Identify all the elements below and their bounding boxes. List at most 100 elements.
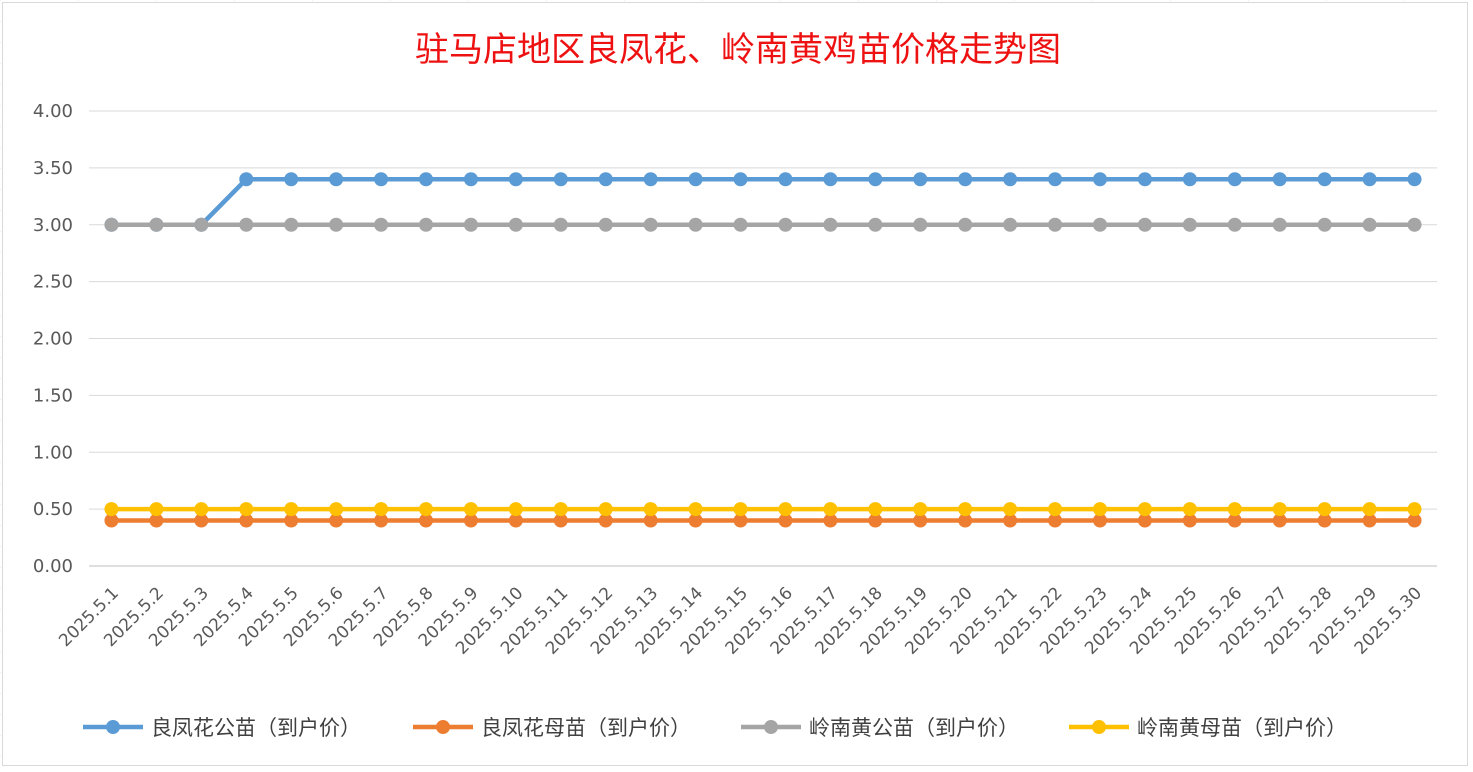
data-point[interactable]	[194, 217, 209, 232]
data-point[interactable]	[1227, 513, 1242, 528]
data-point[interactable]	[1362, 172, 1377, 187]
data-point[interactable]	[374, 172, 389, 187]
data-point[interactable]	[598, 502, 613, 517]
data-point[interactable]	[1227, 217, 1242, 232]
data-point[interactable]	[688, 172, 703, 187]
data-point[interactable]	[104, 217, 119, 232]
data-point[interactable]	[913, 217, 928, 232]
data-point[interactable]	[239, 502, 254, 517]
data-point[interactable]	[419, 217, 433, 232]
legend-item[interactable]: 岭南黄公苗（到户价）	[741, 716, 1019, 740]
data-point[interactable]	[1317, 172, 1332, 187]
data-point[interactable]	[329, 172, 344, 187]
data-point[interactable]	[778, 513, 793, 528]
data-point[interactable]	[194, 513, 209, 528]
data-point[interactable]	[1407, 502, 1422, 517]
data-point[interactable]	[643, 217, 658, 232]
data-point[interactable]	[643, 513, 658, 528]
data-point[interactable]	[1137, 172, 1152, 187]
data-point[interactable]	[1272, 217, 1287, 232]
data-point[interactable]	[239, 513, 254, 528]
legend-item[interactable]: 良凤花公苗（到户价）	[83, 716, 361, 740]
data-point[interactable]	[329, 502, 344, 517]
data-point[interactable]	[1093, 513, 1107, 528]
data-point[interactable]	[643, 172, 658, 187]
legend-item[interactable]: 良凤花母苗（到户价）	[413, 716, 691, 740]
data-point[interactable]	[1317, 513, 1332, 528]
data-point[interactable]	[688, 513, 703, 528]
data-point[interactable]	[149, 513, 164, 528]
data-point[interactable]	[598, 513, 613, 528]
series-3[interactable]	[104, 217, 1422, 232]
data-point[interactable]	[778, 502, 793, 517]
series-2[interactable]	[104, 513, 1422, 528]
data-point[interactable]	[823, 513, 838, 528]
data-point[interactable]	[419, 513, 433, 528]
data-point[interactable]	[913, 502, 928, 517]
data-point[interactable]	[284, 217, 299, 232]
data-point[interactable]	[1227, 172, 1242, 187]
series-4[interactable]	[104, 502, 1422, 517]
data-point[interactable]	[1362, 217, 1377, 232]
data-point[interactable]	[1137, 513, 1152, 528]
data-point[interactable]	[553, 217, 568, 232]
data-point[interactable]	[1272, 513, 1287, 528]
data-point[interactable]	[958, 513, 973, 528]
data-point[interactable]	[823, 217, 838, 232]
data-point[interactable]	[1182, 217, 1197, 232]
data-point[interactable]	[284, 172, 299, 187]
series-lines[interactable]	[104, 172, 1422, 528]
data-point[interactable]	[733, 217, 748, 232]
data-point[interactable]	[239, 217, 254, 232]
data-point[interactable]	[374, 217, 389, 232]
data-point[interactable]	[1137, 502, 1152, 517]
data-point[interactable]	[104, 502, 119, 517]
data-point[interactable]	[823, 172, 838, 187]
data-point[interactable]	[868, 217, 883, 232]
data-point[interactable]	[1048, 502, 1063, 517]
data-point[interactable]	[463, 172, 478, 187]
series-line[interactable]	[111, 177, 1415, 227]
data-point[interactable]	[733, 513, 748, 528]
data-point[interactable]	[913, 513, 928, 528]
data-point[interactable]	[374, 502, 389, 517]
data-point[interactable]	[1407, 217, 1422, 232]
data-point[interactable]	[1003, 502, 1018, 517]
data-point[interactable]	[598, 172, 613, 187]
data-point[interactable]	[598, 217, 613, 232]
data-point[interactable]	[1407, 513, 1422, 528]
data-point[interactable]	[463, 513, 478, 528]
data-point[interactable]	[1317, 217, 1332, 232]
data-point[interactable]	[1182, 172, 1197, 187]
data-point[interactable]	[508, 513, 523, 528]
data-point[interactable]	[1093, 502, 1107, 517]
data-point[interactable]	[1272, 502, 1287, 517]
data-point[interactable]	[1227, 502, 1242, 517]
data-point[interactable]	[643, 502, 658, 517]
data-point[interactable]	[868, 502, 883, 517]
data-point[interactable]	[913, 172, 928, 187]
data-point[interactable]	[823, 502, 838, 517]
data-point[interactable]	[733, 502, 748, 517]
data-point[interactable]	[194, 502, 209, 517]
data-point[interactable]	[868, 513, 883, 528]
data-point[interactable]	[239, 172, 254, 187]
data-point[interactable]	[149, 217, 164, 232]
data-point[interactable]	[733, 172, 748, 187]
data-point[interactable]	[149, 502, 164, 517]
data-point[interactable]	[1048, 172, 1063, 187]
data-point[interactable]	[1182, 513, 1197, 528]
data-point[interactable]	[374, 513, 389, 528]
data-point[interactable]	[1048, 217, 1063, 232]
data-point[interactable]	[1407, 172, 1422, 187]
data-point[interactable]	[1093, 172, 1107, 187]
data-point[interactable]	[1272, 172, 1287, 187]
data-point[interactable]	[419, 172, 433, 187]
data-point[interactable]	[284, 513, 299, 528]
legend[interactable]: 良凤花公苗（到户价） 良凤花母苗（到户价） 岭南黄公苗（到户价） 岭南黄母苗（到户价）	[83, 716, 1347, 740]
data-point[interactable]	[508, 172, 523, 187]
data-point[interactable]	[104, 513, 119, 528]
data-point[interactable]	[1362, 502, 1377, 517]
legend-item[interactable]: 岭南黄母苗（到户价）	[1069, 716, 1347, 740]
